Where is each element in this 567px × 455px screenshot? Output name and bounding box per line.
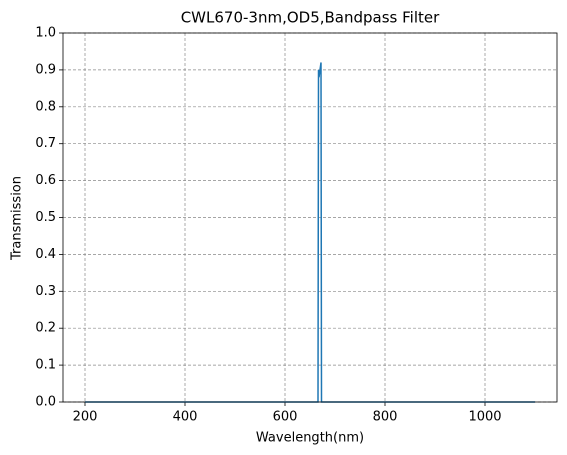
y-tick-label: 0.2: [35, 321, 56, 336]
y-tick-label: 0.5: [35, 210, 56, 225]
x-tick-label: 800: [373, 410, 398, 425]
y-tick-label: 0.3: [35, 284, 56, 299]
y-tick-label: 0.0: [35, 395, 56, 410]
y-tick-label: 0.8: [35, 99, 56, 114]
x-axis-label: Wavelength(nm): [256, 431, 364, 446]
y-tick-label: 0.7: [35, 136, 56, 151]
x-tick-label: 600: [273, 410, 298, 425]
data-line: [85, 62, 535, 403]
y-tick-label: 0.9: [35, 62, 56, 77]
y-tick-label: 1.0: [35, 26, 56, 41]
y-tick-label: 0.1: [35, 358, 56, 373]
y-tick-label: 0.6: [35, 173, 56, 188]
y-tick-label: 0.4: [35, 247, 56, 262]
plot-frame: [62, 32, 558, 403]
x-tick-label: 200: [73, 410, 98, 425]
y-axis-label: Transmission: [10, 176, 25, 261]
chart-title: CWL670-3nm,OD5,Bandpass Filter: [181, 9, 440, 27]
x-tick-label: 400: [173, 410, 198, 425]
x-tick-label: 1000: [468, 410, 501, 425]
